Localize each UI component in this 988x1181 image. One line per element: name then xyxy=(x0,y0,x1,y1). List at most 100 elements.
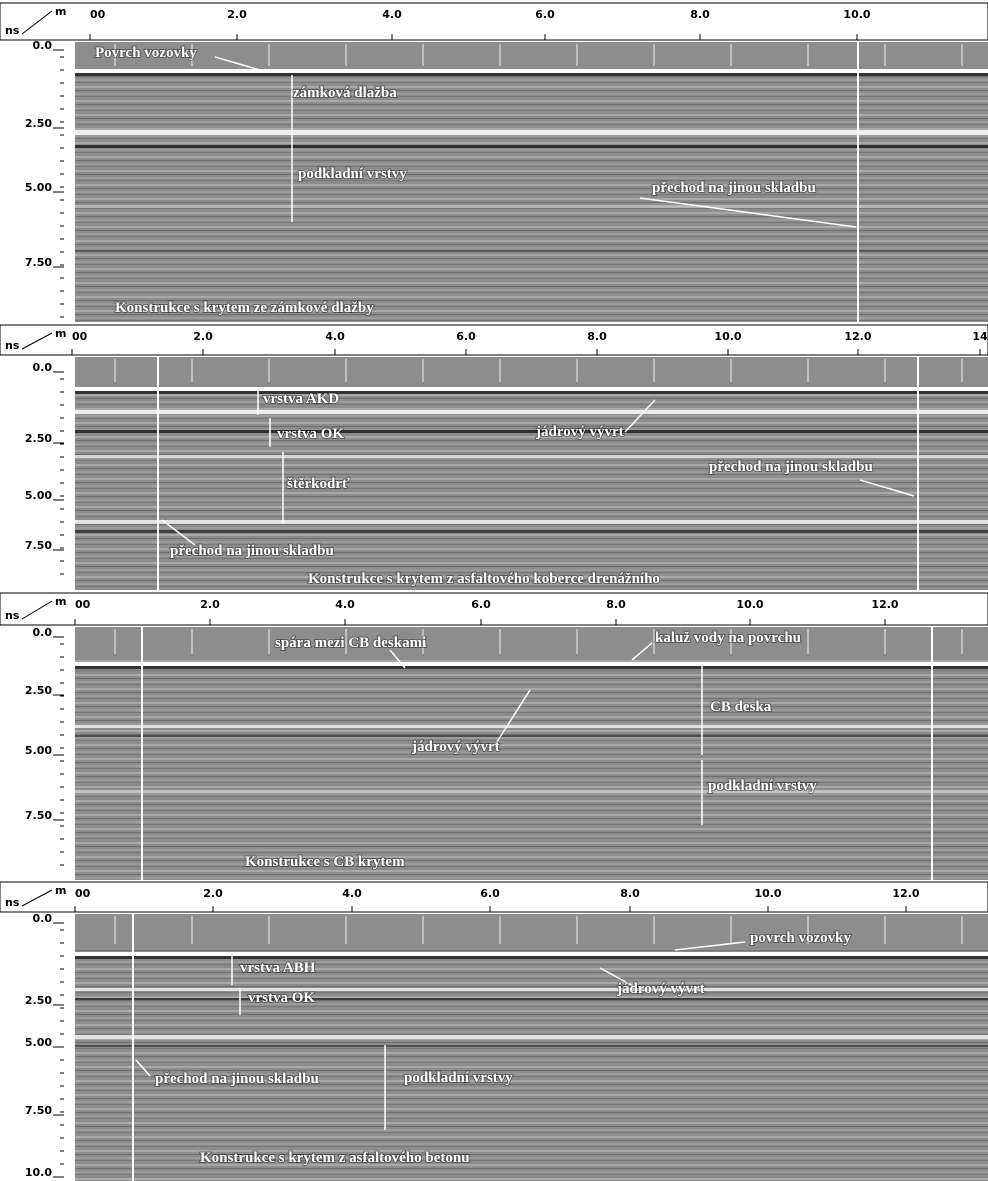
air-band xyxy=(75,914,988,950)
x-tick-label: 4.0 xyxy=(335,598,355,611)
unit-x: m xyxy=(55,5,66,18)
reflector xyxy=(75,998,988,1000)
y-tick-label: 2.50 xyxy=(25,432,52,445)
y-tick-label: 2.50 xyxy=(25,684,52,697)
x-axis-box xyxy=(0,3,988,40)
y-tick-label: 2.50 xyxy=(25,117,52,130)
reflector xyxy=(75,410,988,414)
reflector xyxy=(75,205,988,208)
unit-y: ns xyxy=(5,896,20,909)
air-band xyxy=(75,357,988,388)
surface-dark xyxy=(75,666,988,669)
annotation: jádrový vývrt xyxy=(616,981,705,997)
reflector xyxy=(75,530,988,533)
figure: m ns 00 2.0 4.0 6.0 8.0 10.0 0.0 2.50 5.00 7.50 Povr… xyxy=(0,0,988,1181)
annotation: kaluž vody na povrchu xyxy=(655,630,801,646)
annotation: jádrový vývrt xyxy=(535,424,624,440)
unit-x: m xyxy=(55,884,66,897)
radargram-panel: mns002.04.06.08.010.012.00.02.505.007.50… xyxy=(0,593,988,880)
surface xyxy=(75,662,988,666)
reflector xyxy=(75,1045,988,1047)
y-tick-label: 5.00 xyxy=(25,181,52,194)
annotation: podkladní vrstvy xyxy=(404,1070,513,1086)
surface xyxy=(75,952,988,956)
x-tick-label: 4.0 xyxy=(382,8,402,21)
y-tick-label: 0.0 xyxy=(33,626,53,639)
surface-dark xyxy=(75,73,988,76)
unit-x: m xyxy=(55,327,66,340)
panel-caption: Konstrukce s krytem z asfaltového betonu xyxy=(200,1150,470,1166)
x-tick-label: 00 xyxy=(75,598,91,611)
annotation: vrstva AKD xyxy=(263,391,339,407)
unit-x: m xyxy=(55,595,66,608)
annotation: zámková dlažba xyxy=(293,85,397,101)
x-tick-label: 10.0 xyxy=(736,598,763,611)
reflector xyxy=(75,790,988,793)
air-band xyxy=(75,42,988,72)
x-axis-box xyxy=(0,593,988,625)
y-tick-label: 7.50 xyxy=(25,539,52,552)
y-tick-label: 5.00 xyxy=(25,744,52,757)
y-tick-label: 7.50 xyxy=(25,256,52,269)
y-tick-label: 0.0 xyxy=(33,912,53,925)
x-tick-label: 12.0 xyxy=(871,598,898,611)
unit-y: ns xyxy=(5,609,20,622)
panel-caption: Konstrukce s krytem z asfaltového koberc… xyxy=(308,571,660,587)
unit-y: ns xyxy=(5,339,20,352)
x-tick-label: 10.0 xyxy=(714,330,741,343)
x-tick-label: 00 xyxy=(90,8,106,21)
reflector xyxy=(75,988,988,991)
reflector xyxy=(75,455,988,458)
surface xyxy=(75,387,988,391)
x-tick-label: 14 xyxy=(972,330,988,343)
x-tick-label: 8.0 xyxy=(587,330,607,343)
unit-y: ns xyxy=(5,24,20,37)
panel-caption: Konstrukce s CB krytem xyxy=(245,854,405,870)
reflector xyxy=(75,130,988,135)
annotation: vrstva ABH xyxy=(240,960,316,976)
annotation: přechod na jinou skladbu xyxy=(170,543,334,559)
reflector xyxy=(75,520,988,524)
x-tick-label: 00 xyxy=(72,330,88,343)
y-tick-label: 2.50 xyxy=(25,994,52,1007)
annotation: podkladní vrstvy xyxy=(298,166,407,182)
x-tick-label: 00 xyxy=(75,887,91,900)
surface-dark xyxy=(75,391,988,394)
x-tick-label: 4.0 xyxy=(342,887,362,900)
annotation: štěrkodrť xyxy=(287,476,350,492)
y-tick-label: 0.0 xyxy=(33,361,53,374)
page: m ns 00 2.0 4.0 6.0 8.0 10.0 0.0 2.50 5.00 7.50 Povr… xyxy=(0,0,988,1181)
x-tick-label: 10.0 xyxy=(754,887,781,900)
annotation: vrstva OK xyxy=(248,990,315,1006)
radargram xyxy=(75,42,988,322)
annotation: přechod na jinou skladbu xyxy=(652,180,816,196)
x-tick-label: 4.0 xyxy=(325,330,345,343)
x-tick-label: 8.0 xyxy=(606,598,626,611)
x-tick-label: 2.0 xyxy=(193,330,213,343)
annotation: vrstva OK xyxy=(277,426,344,442)
x-tick-label: 6.0 xyxy=(471,598,491,611)
reflector xyxy=(75,725,988,728)
reflector xyxy=(75,145,988,148)
x-tick-label: 10.0 xyxy=(843,8,870,21)
y-tick-label: 5.00 xyxy=(25,1036,52,1049)
x-tick-label: 6.0 xyxy=(535,8,555,21)
y-tick-label: 10.0 xyxy=(25,1166,52,1179)
surface xyxy=(75,69,988,73)
x-tick-label: 8.0 xyxy=(690,8,710,21)
annotation: povrch vozovky xyxy=(750,930,851,946)
annotation: Povrch vozovky xyxy=(95,45,197,61)
annotation: přechod na jinou skladbu xyxy=(155,1071,319,1087)
annotation: jádrový vývrt xyxy=(411,739,500,755)
x-tick-label: 2.0 xyxy=(200,598,220,611)
x-tick-label: 2.0 xyxy=(203,887,223,900)
y-tick-label: 7.50 xyxy=(25,1104,52,1117)
x-tick-label: 12.0 xyxy=(892,887,919,900)
y-tick-label: 0.0 xyxy=(33,39,53,52)
y-tick-label: 5.00 xyxy=(25,489,52,502)
panel-caption: Konstrukce s krytem ze zámkové dlažby xyxy=(115,300,374,316)
x-tick-label: 12.0 xyxy=(844,330,871,343)
